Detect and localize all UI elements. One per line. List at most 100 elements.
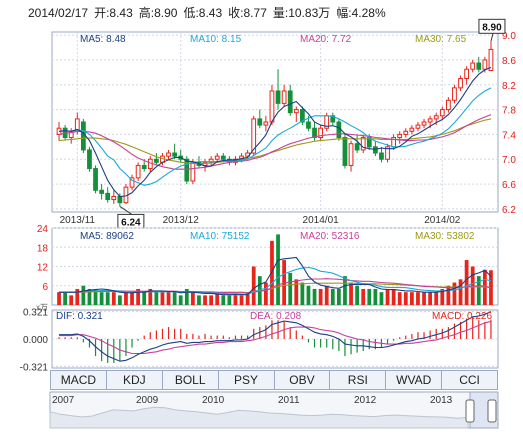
annotation-box [478,18,506,34]
volume-legend-0: MA5: 89062 [80,231,134,242]
candle-up [433,115,439,120]
candle-up [445,99,451,111]
x-axis-label: 2014/01 [303,215,340,226]
volume-legend-3: MA30: 53802 [415,231,475,242]
volume-bar [397,292,402,305]
volume-bar [99,292,104,305]
candle-up [439,109,445,117]
volume-bar [154,292,159,305]
candle-down [153,158,159,163]
candle-up [214,155,220,160]
candle-up [318,127,324,139]
candle-down [476,62,482,70]
candle-down [312,127,317,139]
tab-psy[interactable]: PSY [219,371,275,389]
volume-bar [148,288,153,305]
price-ma30-line [58,118,492,165]
candle-up [397,133,403,139]
annotation-pointer [490,33,494,42]
candle-up [190,161,196,182]
quote-high: 高:8.90 [138,6,178,20]
candle-up [427,118,433,123]
candle-down [117,195,123,204]
price-ma10-line [58,87,492,186]
tab-kdj[interactable]: KDJ [107,371,163,389]
candle-up [452,87,457,101]
volume-bar [263,282,268,305]
candle-up [409,127,415,132]
tab-cci[interactable]: CCI [459,373,480,387]
tab-boll[interactable]: BOLL [163,371,219,389]
volume-bar [446,285,451,305]
candle-down [172,152,178,157]
candle-up [470,62,476,70]
volume-bar [306,285,311,305]
volume-bar [190,292,195,305]
candle-up [415,124,421,129]
tab-rsi[interactable]: RSI [330,371,387,389]
volume-bar [160,292,165,305]
volume-bar [81,285,86,305]
volume-bar [452,282,457,305]
tab-obv[interactable]: OBV [275,371,331,389]
volume-bar [270,240,274,305]
candle-down [87,149,92,170]
navigator-drag-handle[interactable] [487,399,497,423]
quote-change: 幅:4.28% [336,6,386,20]
price-ma5-line [58,66,492,198]
price-tick-label: 7.4 [502,130,516,141]
navigator-year-label: 2009 [136,395,159,406]
candle-up [281,90,287,104]
tab-macd[interactable]: MACD [51,371,107,389]
navigator-drag-handle[interactable] [465,399,475,423]
candle-up [464,68,470,80]
volume-ma10-line [59,266,492,295]
tab-wvad[interactable]: WVAD [386,371,443,389]
quote-date: 2014/02/17 [28,6,89,20]
volume-bar [428,292,433,305]
candle-up [403,130,409,135]
candle-down [99,189,105,194]
candle-up [488,48,494,71]
indicator-tabs: MACD KDJ BOLL PSY OBV RSI WVAD CCI [50,370,498,390]
price-legend-3: MA30: 7.65 [415,34,467,45]
volume-bar [209,295,214,305]
volume-bar [312,288,317,305]
volume-bar [464,260,469,305]
volume-bar [373,288,378,305]
price-tick-label: 8.2 [502,81,516,92]
volume-bar [476,276,481,305]
navigator-year-label: 2013 [430,395,453,406]
candle-up [111,195,117,201]
candle-down [93,168,98,191]
quote-low: 低:8.43 [183,6,223,20]
volume-bar [434,292,439,305]
macd-tick-label: 0.321 [23,308,48,319]
macd-dif-line [59,311,492,362]
volume-bar [294,279,299,305]
volume-bar [69,295,74,305]
volume-bar [233,295,238,305]
price-tick-label: 7.0 [502,155,516,166]
volume-bar [343,276,347,305]
volume-bar [330,288,335,305]
candle-up [360,137,366,151]
macd-legend-1: DEA: 0.208 [250,311,302,322]
candle-up [293,109,299,114]
macd-legend-0: DIF: 0.321 [56,311,103,322]
quote-summary: 2014/02/17 开:8.43 高:8.90 低:8.43 收:8.77 量:10.8… [28,4,392,21]
x-axis-label: 2014/02 [424,215,461,226]
volume-bar [221,295,226,305]
candle-up [263,121,269,126]
volume-bar [385,288,390,305]
macd-panel: 0.321 0.000 -0.321 DIF: 0.321 DEA: 0.208 MACD… [20,308,499,373]
macd-dea-line [59,320,492,355]
timeline-navigator[interactable]: 2007 2009 2010 2011 2012 2013 [49,391,499,429]
volume-tick-label: 24 [37,224,49,235]
candle-down [330,115,336,123]
candle-down [275,90,281,104]
candle-up [166,152,171,157]
candle-up [385,146,390,160]
volume-bar [251,266,256,305]
